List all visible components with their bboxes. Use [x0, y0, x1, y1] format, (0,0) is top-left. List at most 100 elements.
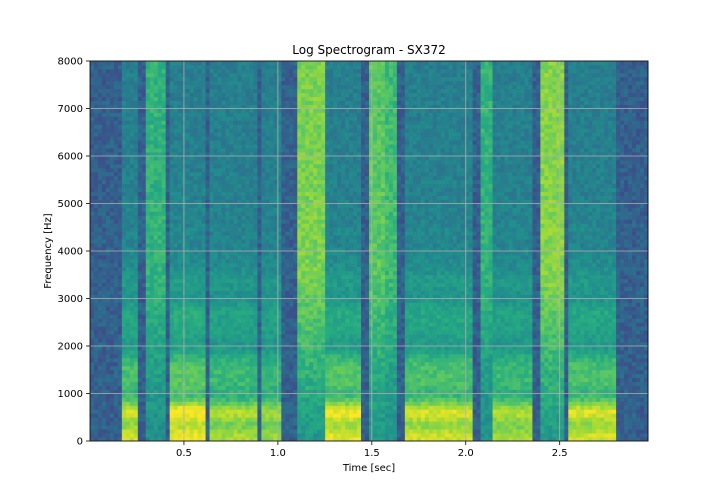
spectrogram-cell: [177, 322, 183, 327]
spectrogram-cell: [241, 282, 246, 288]
spectrogram-cell: [245, 92, 250, 98]
spectrogram-cell: [257, 112, 262, 117]
spectrogram-cell: [129, 397, 135, 402]
spectrogram-cell: [189, 251, 195, 256]
spectrogram-cell: [233, 254, 238, 260]
spectrogram-cell: [141, 183, 147, 189]
spectrogram-cell: [149, 96, 155, 101]
spectrogram-cell: [237, 227, 242, 232]
spectrogram-cell: [225, 211, 230, 216]
spectrogram-cell: [253, 302, 258, 307]
spectrogram-cell: [201, 413, 206, 418]
spectrogram-cell: [149, 219, 155, 224]
spectrogram-cell: [237, 96, 242, 101]
spectrogram-cell: [237, 179, 242, 185]
spectrogram-cell: [117, 124, 123, 129]
spectrogram-cell: [121, 282, 127, 288]
spectrogram-cell: [101, 84, 107, 90]
spectrogram-cell: [233, 310, 238, 315]
spectrogram-cell: [145, 314, 151, 319]
spectrogram-cell: [141, 175, 147, 181]
spectrogram-cell: [265, 120, 270, 125]
spectrogram-cell: [209, 346, 214, 351]
spectrogram-cell: [109, 401, 115, 406]
spectrogram-cell: [213, 334, 218, 339]
spectrogram-cell: [221, 429, 226, 434]
spectrogram-cell: [189, 92, 195, 98]
spectrogram-cell: [265, 365, 270, 371]
spectrogram-cell: [149, 381, 155, 386]
spectrogram-cell: [197, 389, 202, 394]
spectrogram-cell: [157, 338, 163, 343]
spectrogram-cell: [117, 96, 123, 101]
spectrogram-cell: [161, 120, 167, 125]
spectrogram-cell: [105, 144, 111, 149]
spectrogram-cell: [213, 108, 218, 113]
spectrogram-cell: [189, 437, 195, 442]
spectrogram-cell: [229, 183, 234, 189]
spectrogram-cell: [245, 381, 250, 386]
spectrogram-cell: [141, 207, 147, 212]
spectrogram-cell: [285, 338, 290, 343]
spectrogram-cell: [221, 243, 226, 248]
spectrogram-cell: [293, 397, 298, 402]
spectrogram-cell: [217, 64, 222, 70]
spectrogram-cell: [177, 183, 183, 189]
spectrogram-cell: [253, 167, 258, 173]
spectrogram-cell: [193, 116, 199, 121]
spectrogram-cell: [185, 211, 191, 216]
spectrogram-cell: [213, 199, 218, 204]
spectrogram-cell: [161, 413, 167, 418]
spectrogram-cell: [233, 361, 238, 367]
spectrogram-cell: [121, 203, 127, 208]
spectrogram-cell: [237, 262, 242, 268]
spectrogram-cell: [245, 179, 250, 185]
spectrogram-cell: [169, 148, 175, 153]
spectrogram-cell: [193, 68, 199, 74]
spectrogram-cell: [185, 144, 191, 149]
spectrogram-cell: [217, 251, 222, 256]
spectrogram-cell: [233, 409, 238, 414]
spectrogram-cell: [165, 88, 171, 94]
spectrogram-cell: [173, 231, 179, 236]
spectrogram-cell: [177, 152, 183, 157]
spectrogram-cell: [93, 314, 99, 319]
spectrogram-cell: [293, 251, 298, 256]
spectrogram-cell: [261, 163, 266, 169]
spectrogram-cell: [133, 96, 139, 101]
spectrogram-cell: [257, 421, 262, 426]
spectrogram-cell: [125, 104, 131, 109]
spectrogram-cell: [129, 247, 135, 252]
spectrogram-cell: [169, 144, 175, 149]
spectrogram-cell: [213, 258, 218, 264]
spectrogram-cell: [173, 377, 179, 383]
spectrogram-cell: [109, 262, 115, 268]
spectrogram-cell: [101, 140, 107, 145]
spectrogram-cell: [90, 171, 95, 177]
spectrogram-cell: [273, 211, 278, 216]
spectrogram-cell: [105, 72, 111, 78]
spectrogram-cell: [185, 373, 191, 379]
spectrogram-cell: [137, 239, 143, 244]
spectrogram-cell: [241, 231, 246, 236]
spectrogram-cell: [257, 116, 262, 121]
spectrogram-cell: [249, 381, 254, 386]
spectrogram-cell: [145, 156, 151, 161]
spectrogram-cell: [173, 381, 179, 386]
spectrogram-cell: [237, 140, 242, 145]
spectrogram-cell: [173, 92, 179, 98]
spectrogram-cell: [153, 112, 159, 117]
spectrogram-cell: [229, 144, 234, 149]
spectrogram-cell: [293, 294, 298, 299]
spectrogram-cell: [285, 381, 290, 386]
spectrogram-cell: [213, 112, 218, 117]
spectrogram-cell: [257, 258, 262, 264]
spectrogram-cell: [277, 274, 282, 280]
spectrogram-cell: [273, 389, 278, 394]
spectrogram-cell: [269, 84, 274, 90]
spectrogram-cell: [237, 433, 242, 438]
spectrogram-cell: [249, 377, 254, 383]
spectrogram-cell: [185, 397, 191, 402]
spectrogram-cell: [125, 437, 131, 442]
spectrogram-cell: [281, 223, 286, 228]
